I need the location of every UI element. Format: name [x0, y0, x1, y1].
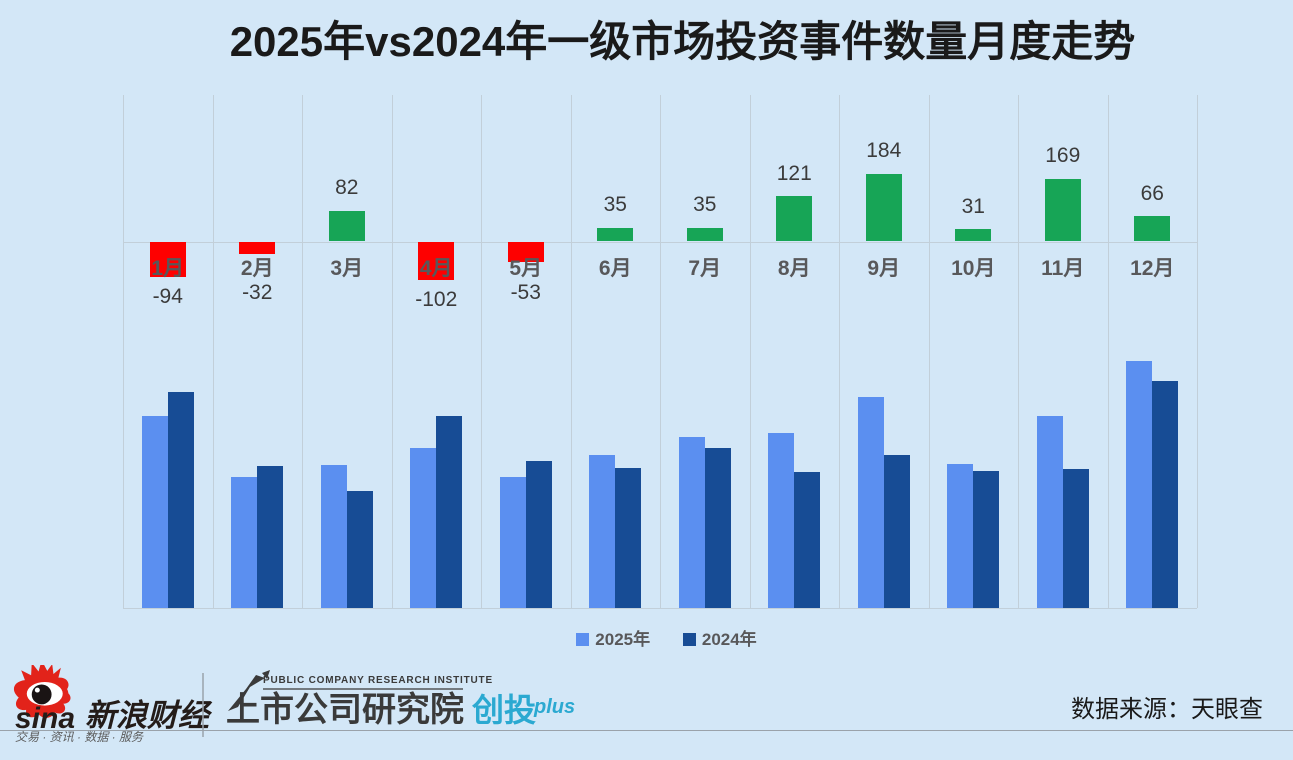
svg-text:创投: 创投	[471, 692, 536, 728]
svg-text:交易 · 资讯 · 数据 · 服务: 交易 · 资讯 · 数据 · 服务	[15, 730, 144, 744]
svg-text:plus: plus	[533, 696, 575, 718]
svg-text:PUBLIC COMPANY RESEARCH INSTIT: PUBLIC COMPANY RESEARCH INSTITUTE	[263, 675, 493, 686]
svg-text:上市公司研究院: 上市公司研究院	[226, 690, 464, 729]
svg-text:新浪财经: 新浪财经	[85, 698, 213, 733]
